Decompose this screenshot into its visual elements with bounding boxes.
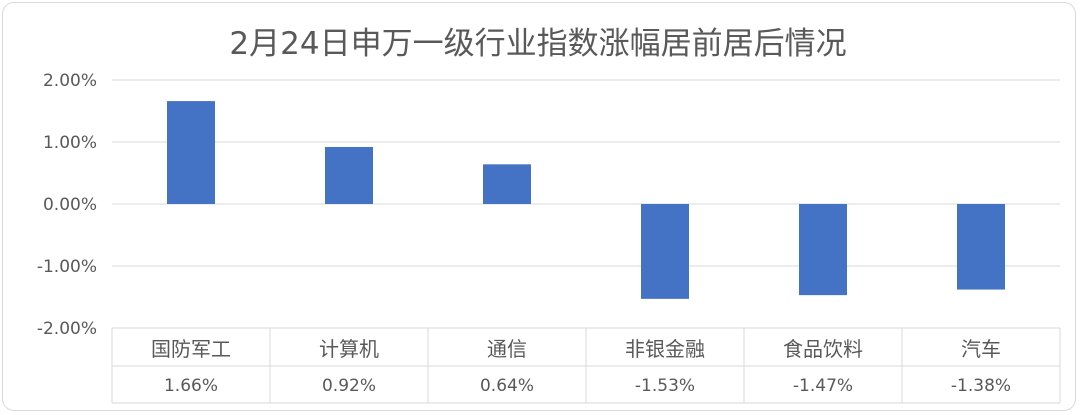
bar: [957, 204, 1005, 290]
gridlines: [112, 79, 1060, 267]
bars: [167, 101, 1005, 299]
value-label: 0.92%: [322, 376, 376, 396]
y-tick-label: 0.00%: [43, 195, 97, 215]
category-label: 汽车: [961, 337, 1001, 361]
category-label: 食品饮料: [783, 337, 863, 361]
bar: [483, 164, 531, 204]
value-label: -1.38%: [951, 376, 1011, 396]
value-label: 1.66%: [164, 376, 218, 396]
y-tick-label: -1.00%: [37, 257, 97, 277]
y-tick-label: 1.00%: [43, 133, 97, 153]
y-tick-label: 2.00%: [43, 71, 97, 91]
value-label: 0.64%: [480, 376, 534, 396]
y-axis-tick-labels: 2.00% 1.00% 0.00% -1.00% -2.00%: [37, 71, 97, 339]
y-tick-label: -2.00%: [37, 319, 97, 339]
category-label: 计算机: [319, 337, 379, 361]
bar: [325, 146, 373, 204]
data-table: 国防军工 1.66% 计算机 0.92% 通信 0.64% 非银金融 -1.53% 食品饮料 -1…: [111, 327, 1061, 404]
category-label: 国防军工: [151, 337, 231, 361]
value-label: -1.47%: [793, 376, 853, 396]
bar: [641, 204, 689, 299]
bar: [167, 101, 215, 204]
chart-title: 2月24日申万一级行业指数涨幅居前居后情况: [229, 26, 846, 62]
category-label: 非银金融: [625, 337, 705, 361]
value-label: -1.53%: [635, 376, 695, 396]
category-label: 通信: [487, 337, 527, 361]
bar: [799, 204, 847, 296]
